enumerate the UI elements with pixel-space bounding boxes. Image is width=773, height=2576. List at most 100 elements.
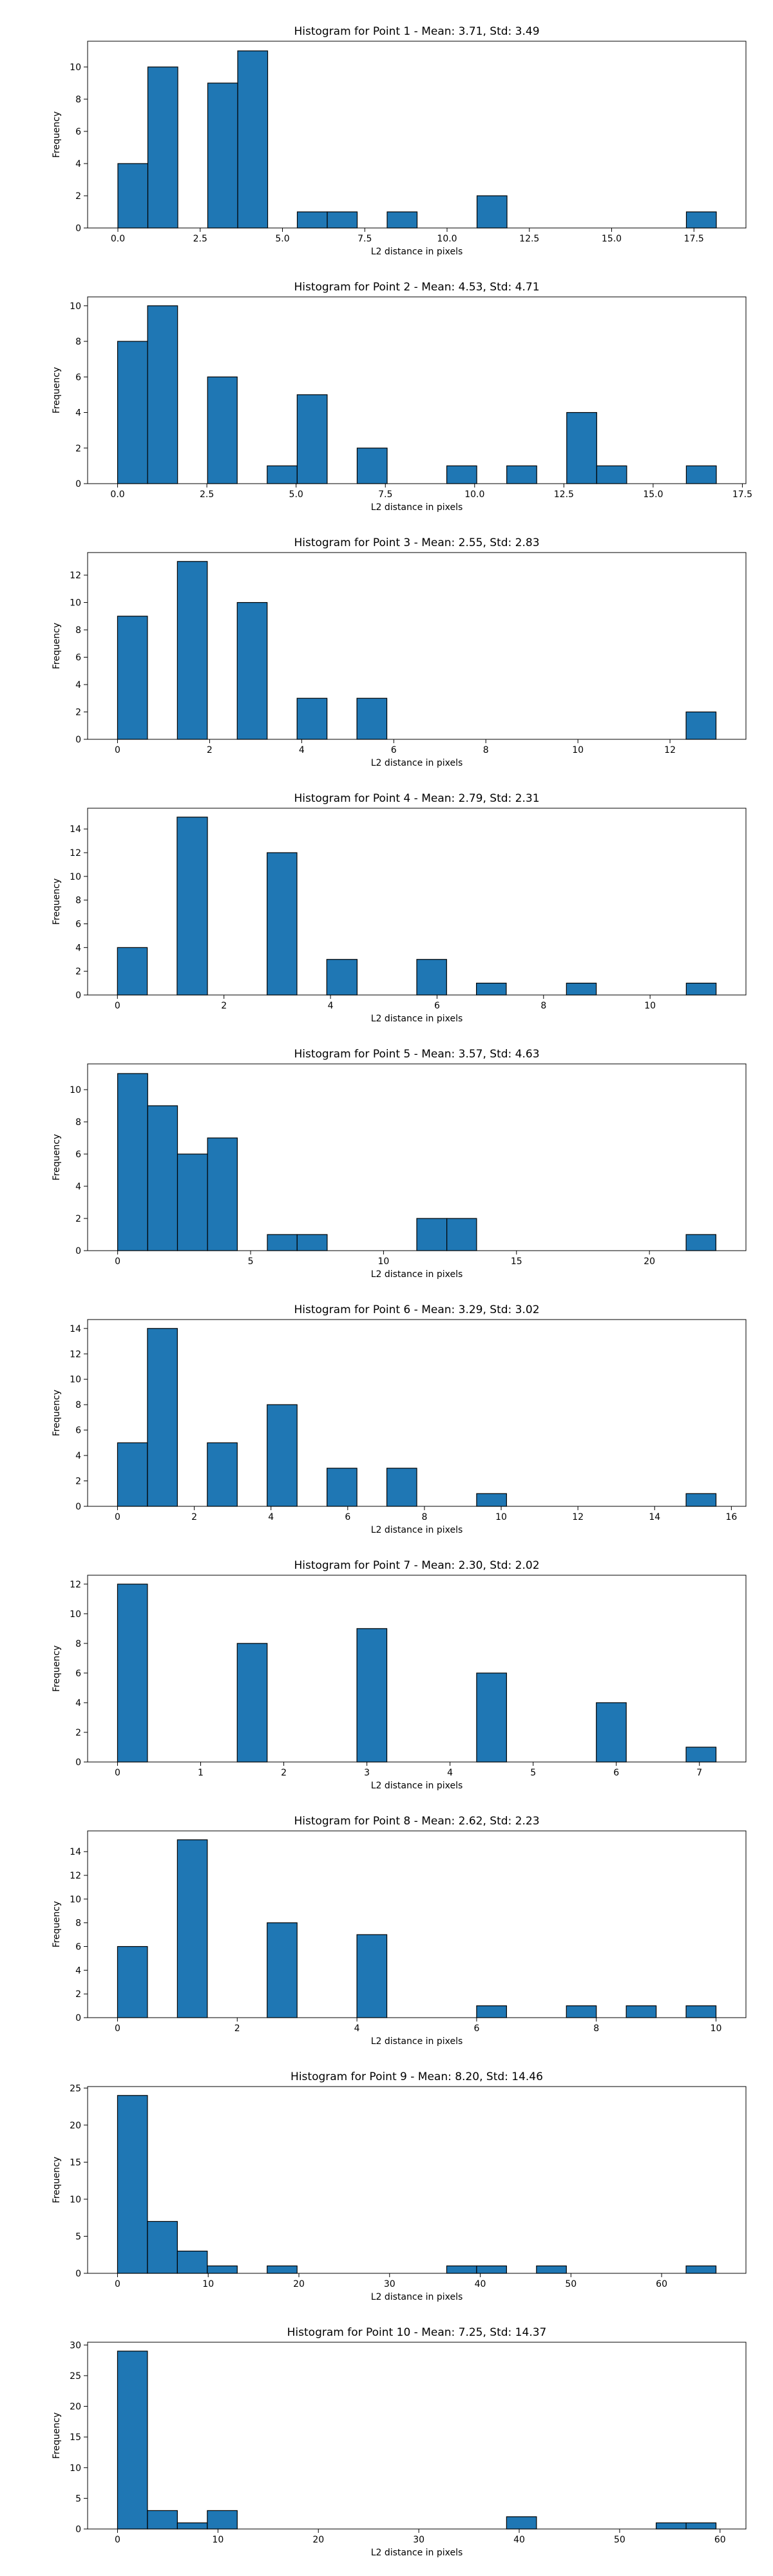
y-tick-label: 10 <box>70 872 81 882</box>
histogram-bar <box>296 697 328 740</box>
x-tick-label: 17.5 <box>684 234 704 244</box>
y-tick-label: 6 <box>75 127 81 137</box>
histogram-bar <box>177 1839 208 2018</box>
x-tick-label: 6 <box>345 1512 350 1522</box>
histogram-bar <box>207 2265 238 2274</box>
histogram-bar <box>356 1628 388 1763</box>
histogram-bar <box>117 341 148 484</box>
x-tick-label: 15.0 <box>602 234 622 244</box>
y-axis-label: Frequency <box>52 1645 62 1692</box>
histogram-bar <box>147 1105 178 1251</box>
y-tick-label: 6 <box>75 653 81 663</box>
x-tick-label: 5.0 <box>289 489 303 500</box>
histogram-bar <box>267 852 298 996</box>
x-tick-label: 10 <box>644 1001 656 1011</box>
x-tick-label: 5 <box>530 1768 536 1778</box>
x-tick-label: 10 <box>711 2023 722 2034</box>
y-tick-label: 5 <box>75 2231 81 2242</box>
y-axis-label: Frequency <box>52 623 62 669</box>
x-tick-label: 8 <box>540 1001 546 1011</box>
x-tick-label: 10.0 <box>437 234 457 244</box>
x-tick-label: 40 <box>513 2535 525 2545</box>
x-axis-label: L2 distance in pixels <box>371 1525 463 1535</box>
plot-frame <box>87 2086 747 2274</box>
histogram-bar <box>207 1137 238 1251</box>
histogram-bar <box>147 1328 178 1507</box>
y-axis-label: Frequency <box>52 1390 62 1436</box>
x-axis-label: L2 distance in pixels <box>371 1781 463 1791</box>
y-axis-label: Frequency <box>52 1901 62 1947</box>
histogram-bar <box>685 982 717 996</box>
plot-frame <box>87 1319 747 1507</box>
histogram-bar <box>685 1747 717 1763</box>
x-tick-label: 4 <box>268 1512 274 1522</box>
histogram-bar <box>177 1153 208 1251</box>
x-tick-label: 0 <box>115 1768 120 1778</box>
x-tick-label: 17.5 <box>732 489 752 500</box>
x-tick-label: 2 <box>221 1001 227 1011</box>
histogram-bar <box>147 305 178 484</box>
x-tick-label: 10 <box>212 2535 224 2545</box>
x-tick-label: 2 <box>281 1768 287 1778</box>
histogram-bar <box>416 959 447 996</box>
x-tick-label: 0 <box>115 1001 120 1011</box>
plot-frame <box>87 41 747 229</box>
y-tick-label: 6 <box>75 1669 81 1679</box>
histogram-bar <box>476 1493 507 1507</box>
histogram-bar <box>117 163 149 229</box>
x-tick-label: 20 <box>312 2535 324 2545</box>
x-axis-label: L2 distance in pixels <box>371 1014 463 1024</box>
y-tick-label: 10 <box>70 2195 81 2205</box>
histogram-bar <box>207 82 238 229</box>
x-tick-label: 40 <box>475 2279 486 2289</box>
x-axis-label: L2 distance in pixels <box>371 758 463 768</box>
chart-title: Histogram for Point 10 - Mean: 7.25, Std… <box>287 2326 547 2339</box>
histogram-bar <box>446 2265 477 2274</box>
histogram-bar <box>267 465 298 484</box>
y-tick-label: 30 <box>70 2340 81 2351</box>
x-tick-label: 16 <box>725 1512 737 1522</box>
y-tick-label: 6 <box>75 1942 81 1953</box>
y-tick-label: 4 <box>75 1182 81 1192</box>
y-tick-label: 8 <box>75 337 81 347</box>
y-tick-label: 6 <box>75 372 81 383</box>
x-tick-label: 3 <box>364 1768 370 1778</box>
x-axis-label: L2 distance in pixels <box>371 2548 463 2558</box>
x-tick-label: 4 <box>328 1001 334 1011</box>
histogram-bar <box>177 561 208 740</box>
x-tick-label: 0 <box>115 2023 120 2034</box>
x-tick-label: 2.5 <box>193 234 207 244</box>
y-tick-label: 4 <box>75 408 81 419</box>
y-tick-label: 0 <box>75 1502 81 1512</box>
plot-frame <box>87 1830 747 2018</box>
y-tick-label: 2 <box>75 708 81 718</box>
x-tick-label: 60 <box>714 2535 726 2545</box>
y-tick-label: 2 <box>75 1477 81 1487</box>
y-axis-label: Frequency <box>52 2157 62 2203</box>
histogram-panel-8: Histogram for Point 8 - Mean: 2.62, Std:… <box>52 1815 747 2047</box>
x-axis-label: L2 distance in pixels <box>371 2036 463 2047</box>
histogram-bar <box>446 465 477 484</box>
x-tick-label: 7.5 <box>378 489 392 500</box>
y-tick-label: 14 <box>70 1324 81 1334</box>
x-tick-label: 8 <box>421 1512 427 1522</box>
histogram-bar <box>685 211 717 229</box>
chart-title: Histogram for Point 5 - Mean: 3.57, Std:… <box>294 1048 539 1061</box>
histogram-bar <box>596 1702 627 1763</box>
histogram-bar <box>476 2005 507 2018</box>
y-tick-label: 20 <box>70 2121 81 2131</box>
histogram-bar <box>356 1934 388 2018</box>
x-tick-label: 10.0 <box>464 489 484 500</box>
chart-title: Histogram for Point 4 - Mean: 2.79, Std:… <box>294 792 539 805</box>
x-tick-label: 2 <box>191 1512 197 1522</box>
histogram-panel-6: Histogram for Point 6 - Mean: 3.29, Std:… <box>52 1303 747 1535</box>
histogram-bar <box>566 2005 597 2018</box>
y-tick-label: 4 <box>75 1965 81 1976</box>
x-tick-label: 7 <box>696 1768 702 1778</box>
chart-title: Histogram for Point 2 - Mean: 4.53, Std:… <box>294 281 539 294</box>
x-tick-label: 10 <box>202 2279 214 2289</box>
y-tick-label: 10 <box>70 301 81 312</box>
y-tick-label: 12 <box>70 571 81 581</box>
histogram-bar <box>207 2510 238 2530</box>
y-tick-label: 0 <box>75 1757 81 1768</box>
